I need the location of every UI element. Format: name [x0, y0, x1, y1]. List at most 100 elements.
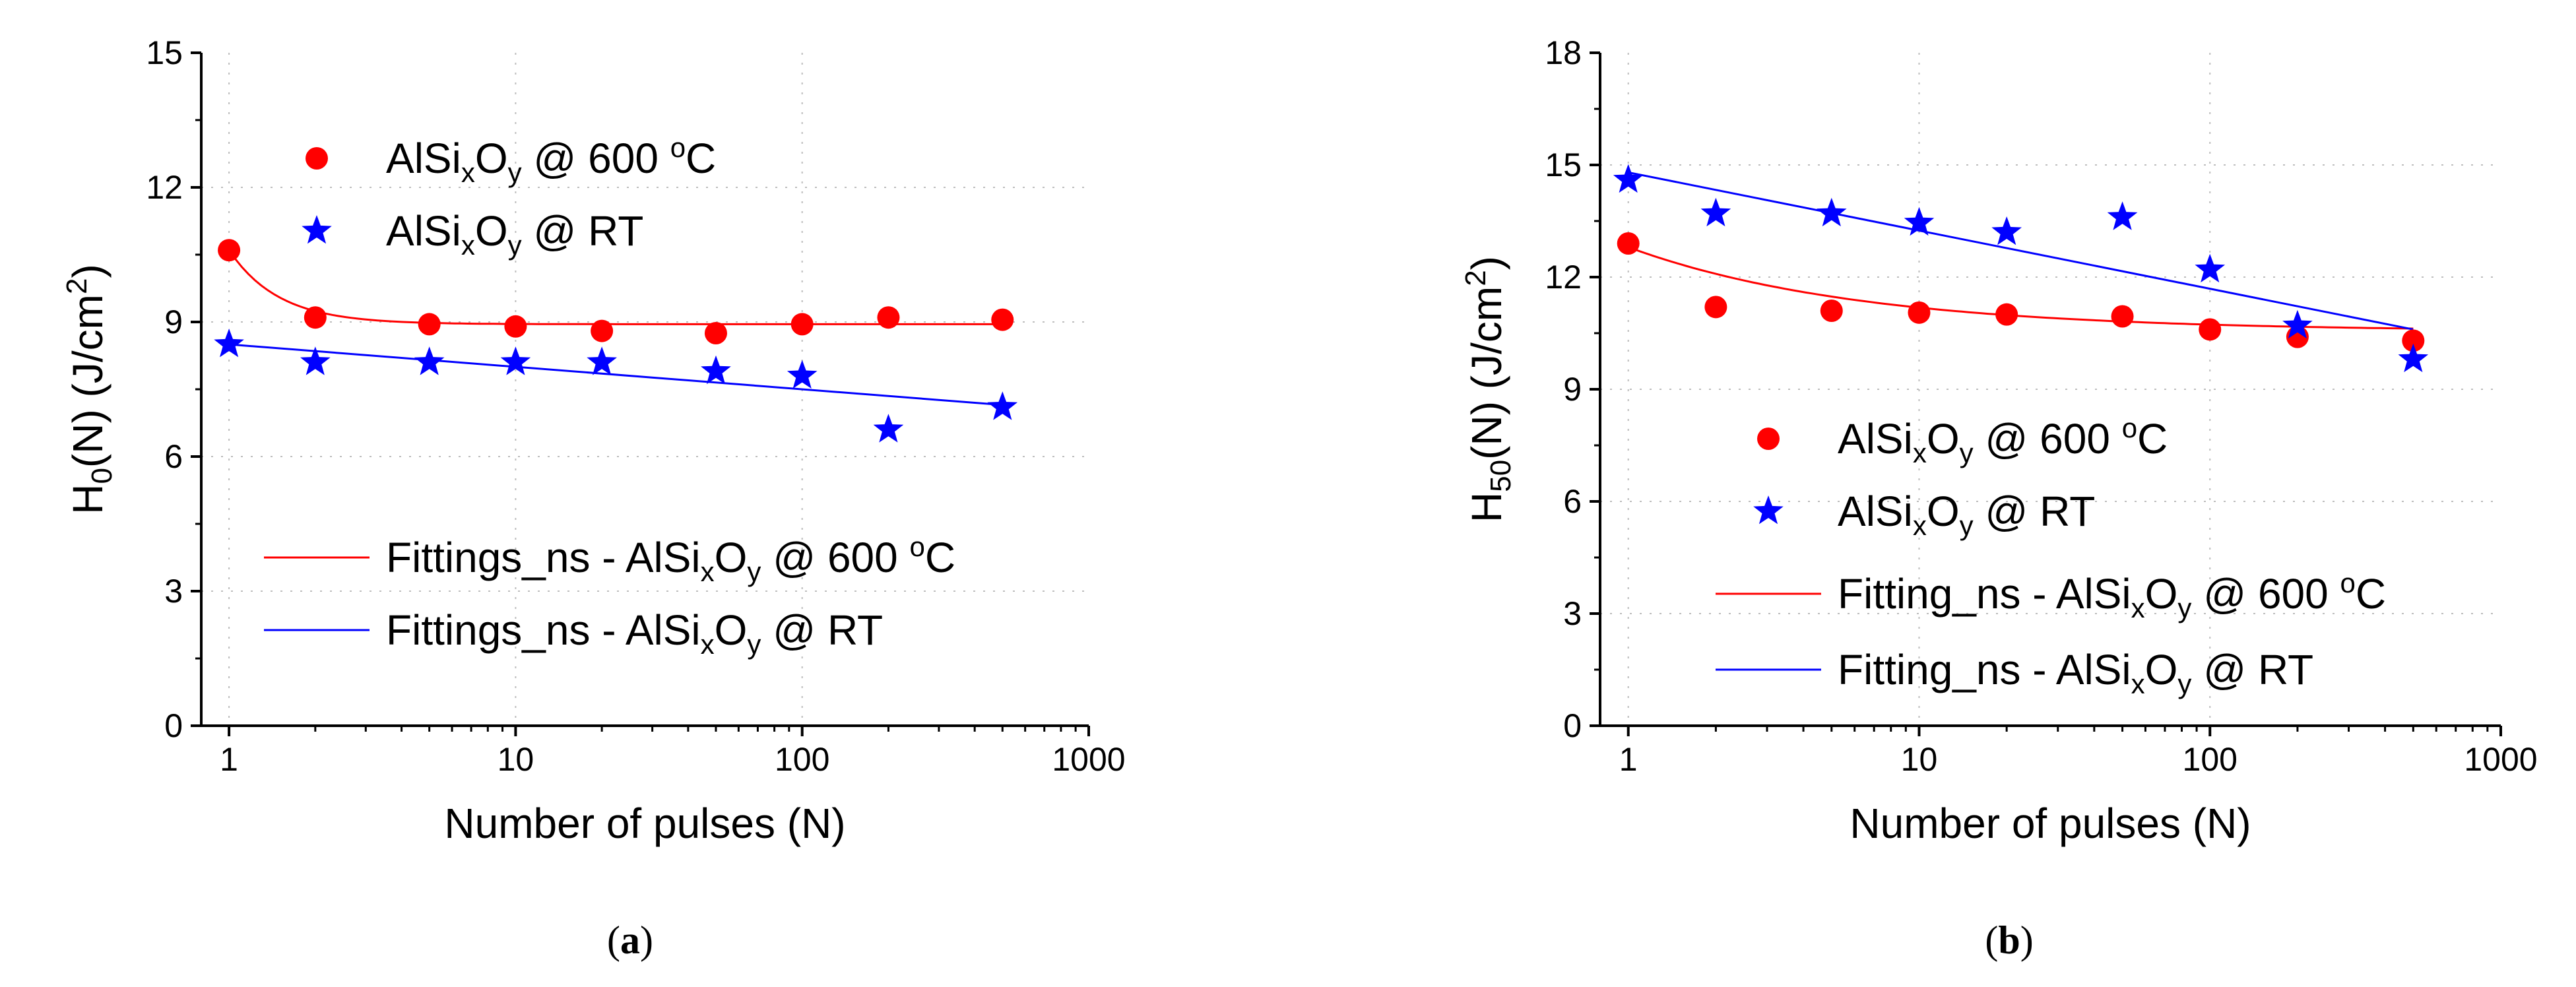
legend-superscript: o [2122, 412, 2137, 443]
legend-marker [1757, 428, 1780, 450]
caption-paren: ) [640, 918, 653, 962]
legend-subscript: y [2177, 592, 2191, 623]
data-point-circle [1617, 232, 1640, 255]
legend-label: Fittings_ns - AlSixOy @ RT [386, 606, 883, 660]
legend-label: Fitting_ns - AlSixOy @ RT [1838, 646, 2313, 699]
x-tick-label: 1000 [2464, 741, 2537, 778]
legend-text: C [686, 135, 716, 182]
legend-subscript: x [1913, 510, 1927, 541]
data-point-star [414, 346, 445, 375]
data-point-star [2107, 201, 2138, 230]
y-tick-label: 18 [1545, 34, 1582, 71]
data-point-circle [591, 319, 614, 342]
data-point-star [214, 329, 244, 358]
fit-line [1628, 171, 2414, 331]
legend-text: Fittings_ns - AlSi [386, 534, 701, 581]
y-label-superscript: 2 [61, 278, 93, 294]
data-point-star [1904, 207, 1935, 236]
caption-paren: ( [1985, 918, 1998, 962]
legend-text: @ RT [761, 606, 883, 654]
legend-superscript: o [910, 531, 925, 562]
legend-text: O [715, 606, 748, 654]
legend-subscript: y [747, 556, 761, 587]
legend-text: O [2145, 570, 2178, 618]
legend-text: @ RT [522, 207, 644, 255]
legend-text: @ 600 [1974, 415, 2122, 462]
data-point-star [1817, 197, 1847, 227]
x-tick-label: 10 [498, 741, 534, 778]
legend-text: AlSi [1838, 488, 1913, 535]
y-tick-label: 9 [164, 303, 183, 340]
legend-text: @ 600 [522, 135, 670, 182]
fit-line [228, 343, 1003, 406]
y-label-text: H [64, 484, 112, 515]
data-point-circle [504, 315, 527, 338]
chart-panel-b: 0 3 6 9 12 15 18 1 10 100 1000 Number of pulses (N)… [1460, 34, 2538, 962]
legend-label: AlSixOy @ RT [386, 207, 643, 261]
legend-superscript: o [2340, 567, 2356, 598]
x-tick-label: 100 [2183, 741, 2238, 778]
legend-subscript: y [1960, 437, 1974, 468]
y-tick-label: 6 [164, 438, 183, 475]
data-point-star [2398, 343, 2429, 373]
legend-text: Fitting_ns - AlSi [1838, 570, 2131, 618]
legend-text: O [475, 135, 508, 182]
data-point-circle [218, 239, 241, 262]
legend-subscript: x [701, 556, 715, 587]
y-label-text: (N) (J/cm [1463, 286, 1510, 460]
x-tick-label: 1000 [1052, 741, 1125, 778]
data-point-circle [790, 313, 814, 336]
y-label-text: ) [1463, 256, 1510, 270]
legend-label: AlSixOy @ RT [1838, 488, 2095, 541]
y-label-subscript: 50 [1485, 460, 1517, 492]
legend-text: C [2137, 415, 2168, 462]
legend-text: AlSi [386, 135, 461, 182]
x-tick-label: 10 [1901, 741, 1938, 778]
data-point-circle [1908, 301, 1931, 324]
legend-text: AlSi [1838, 415, 1913, 462]
y-label-text: ) [64, 264, 112, 278]
y-tick-label: 6 [1563, 483, 1582, 520]
y-tick-label: 3 [164, 573, 183, 610]
data-point-circle [418, 313, 441, 336]
legend-subscript: y [1960, 510, 1974, 541]
data-point-circle [1704, 296, 1727, 319]
data-point-star [2195, 253, 2226, 283]
legend-subscript: y [2177, 668, 2191, 699]
caption-paren: ) [2020, 918, 2034, 962]
y-label-superscript: 2 [1460, 270, 1492, 286]
data-point-circle [2199, 318, 2222, 341]
data-point-star [500, 346, 531, 375]
legend-text: Fitting_ns - AlSi [1838, 646, 2131, 693]
data-point-star [701, 355, 731, 385]
legend-text: C [925, 534, 955, 581]
y-tick-label: 12 [146, 169, 183, 206]
data-point-star [873, 414, 904, 443]
legend-label: AlSixOy @ 600 oC [386, 132, 716, 188]
fit-line [228, 249, 1003, 325]
legend-subscript: x [2131, 668, 2145, 699]
legend-subscript: x [1913, 437, 1927, 468]
data-point-star [1700, 197, 1731, 227]
y-tick-label: 12 [1545, 259, 1582, 296]
caption-letter: b [1998, 918, 2020, 962]
legend-marker [1753, 495, 1784, 525]
legend-marker [302, 215, 332, 244]
legend-marker [306, 147, 328, 170]
legend-text: AlSi [386, 207, 461, 255]
legend-superscript: o [670, 132, 686, 163]
y-tick-label: 0 [1563, 707, 1582, 744]
data-point-star [1613, 164, 1644, 193]
y-tick-label: 15 [146, 34, 183, 71]
y-label-text: H [1463, 492, 1510, 523]
x-axis-label: Number of pulses (N) [444, 800, 845, 847]
data-point-circle [877, 306, 900, 329]
legend-label: AlSixOy @ 600 oC [1838, 412, 2168, 468]
data-point-circle [1820, 300, 1843, 322]
caption-paren: ( [607, 918, 620, 962]
legend-text: @ RT [1974, 488, 2096, 535]
data-point-circle [2402, 329, 2425, 352]
legend-subscript: y [508, 230, 522, 261]
